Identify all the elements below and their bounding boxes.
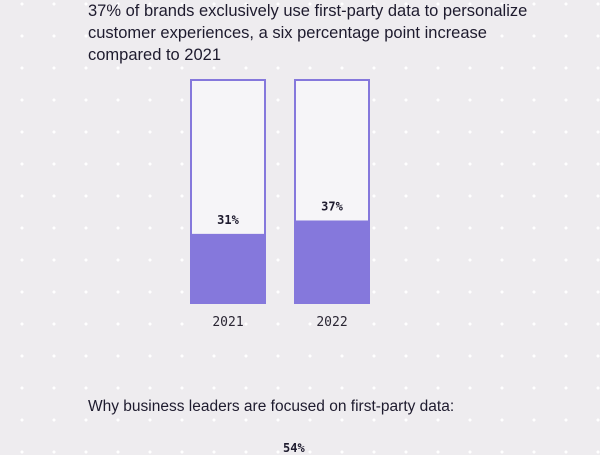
category-label-2022: 2022 — [316, 315, 347, 330]
section-heading: Why business leaders are focused on firs… — [88, 398, 455, 415]
bar-value-label-2021: 31% — [217, 213, 239, 227]
category-label-2021: 2021 — [212, 315, 243, 330]
bar-2021 — [191, 233, 265, 303]
bar-2022 — [295, 220, 369, 303]
chart-headline: 37% of brands exclusively use first-part… — [88, 2, 528, 64]
next-chart-value-label: 54% — [283, 441, 305, 455]
bar-chart: 31% 2021 37% 2022 — [190, 79, 370, 330]
bar-value-label-2022: 37% — [321, 199, 343, 213]
